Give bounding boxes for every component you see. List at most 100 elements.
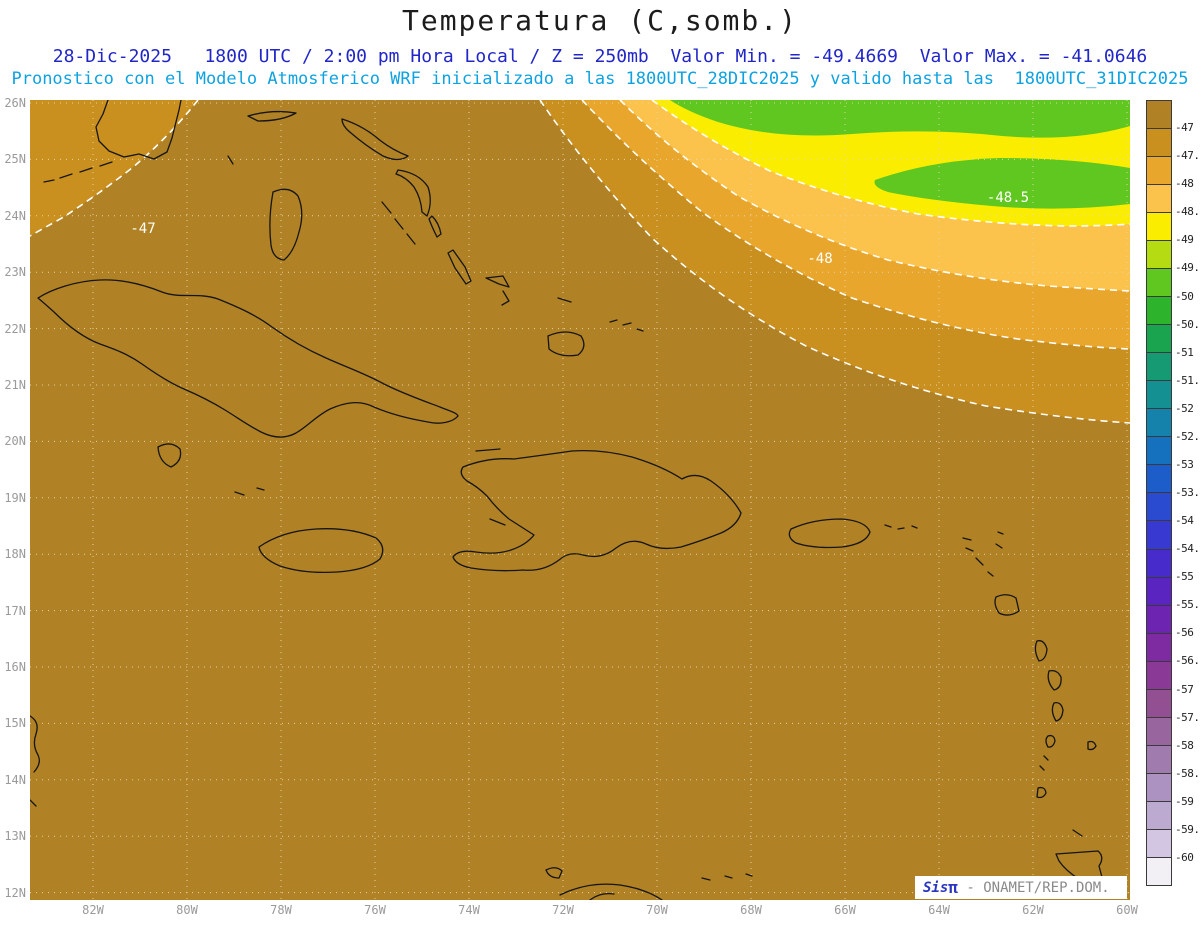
colorbar-cell bbox=[1147, 549, 1171, 578]
lat-tick-label: 22N bbox=[4, 321, 26, 336]
colorbar-cell bbox=[1147, 241, 1171, 270]
coastline-long-island bbox=[447, 249, 472, 285]
contour-neg47-5 bbox=[581, 100, 1130, 350]
colorbar-cell bbox=[1147, 801, 1171, 830]
coastline-eleuthera bbox=[395, 169, 431, 217]
lon-tick-label: 62W bbox=[1022, 903, 1044, 917]
contour-labels: -47 -48 -48.5 bbox=[130, 190, 1029, 267]
lon-tick-label: 68W bbox=[740, 903, 762, 917]
lat-axis: 26N 25N 24N 23N 22N 21N 20N 19N 18N 17N 16N 15N 14N 1… bbox=[0, 0, 28, 927]
colorbar-tick-label: -58 bbox=[1175, 738, 1194, 752]
model-info-line: Pronostico con el Modelo Atmosferico WRF… bbox=[11, 69, 1189, 89]
colorbar-cell bbox=[1147, 857, 1171, 885]
coastline-st-lucia bbox=[1051, 702, 1064, 722]
lon-tick-label: 80W bbox=[176, 903, 198, 917]
watermark: Sis π - ONAMET/REP.DOM. bbox=[915, 876, 1127, 899]
lat-tick-label: 14N bbox=[4, 772, 26, 787]
lat-tick-label: 25N bbox=[4, 152, 26, 167]
lon-tick-label: 70W bbox=[646, 903, 668, 917]
colorbar-tick-label: -50.5 bbox=[1175, 317, 1200, 331]
colorbar-tick-label: -51 bbox=[1175, 345, 1194, 359]
colorbar-cell bbox=[1147, 465, 1171, 494]
region-neg47-northwest bbox=[30, 100, 198, 236]
coastline-central-america bbox=[30, 715, 40, 807]
colorbar-tick-label: -53 bbox=[1175, 457, 1194, 471]
colorbar-tick-label: -48.5 bbox=[1175, 205, 1200, 219]
lon-tick-label: 66W bbox=[834, 903, 856, 917]
coastline-tobago bbox=[1072, 829, 1083, 837]
region-green-blob bbox=[874, 158, 1130, 209]
colorbar-tick-label: -58.5 bbox=[1175, 766, 1200, 780]
colorbar-cell bbox=[1147, 213, 1171, 242]
coastline-virgin-islands bbox=[884, 524, 918, 530]
colorbar-cell bbox=[1147, 409, 1171, 438]
lon-tick-label: 64W bbox=[928, 903, 950, 917]
colorbar-cell bbox=[1147, 689, 1171, 718]
lon-tick-label: 78W bbox=[270, 903, 292, 917]
coastline-turks-caicos bbox=[609, 319, 644, 332]
lat-tick-label: 20N bbox=[4, 434, 26, 449]
lon-tick-label: 76W bbox=[364, 903, 386, 917]
lat-tick-label: 18N bbox=[4, 547, 26, 562]
page-title: Temperatura (C,somb.) bbox=[401, 4, 798, 37]
coastlines bbox=[30, 100, 1104, 900]
grid-lines bbox=[30, 100, 1130, 900]
coastline-margarita bbox=[545, 867, 563, 879]
colorbar-tick-label: -55 bbox=[1175, 570, 1194, 584]
colorbar-labels: -47 -47.5 -48 -48.5 -49 -49.5 -50 -50.5 -51 -51.5… bbox=[1175, 100, 1200, 900]
contour-neg48-5 bbox=[651, 100, 1130, 227]
colorbar-cell bbox=[1147, 157, 1171, 186]
coastline-martinique bbox=[1047, 669, 1062, 691]
lat-tick-label: 12N bbox=[4, 885, 26, 900]
colorbar-tick-label: -51.5 bbox=[1175, 373, 1200, 387]
colorbar-tick-label: -47.5 bbox=[1175, 149, 1200, 163]
colorbar-tick-label: -53.5 bbox=[1175, 486, 1200, 499]
colorbar-tick-label: -52.5 bbox=[1175, 429, 1200, 443]
colorbar-cell bbox=[1147, 129, 1171, 158]
colorbar-tick-label: -54 bbox=[1175, 514, 1194, 528]
coastline-northern-leewards bbox=[962, 531, 1004, 577]
colorbar-tick-label: -49.5 bbox=[1175, 261, 1200, 275]
colorbar bbox=[1146, 100, 1172, 886]
coastline-bimini bbox=[227, 155, 234, 165]
coastline-abaco bbox=[341, 118, 409, 161]
coastline-south-america bbox=[559, 883, 663, 900]
contour-label-neg48-5: -48.5 bbox=[987, 190, 1029, 206]
lon-tick-label: 82W bbox=[82, 903, 104, 917]
colorbar-cell bbox=[1147, 605, 1171, 634]
watermark-org: ONAMET/REP.DOM. bbox=[983, 879, 1110, 896]
map-canvas: -47 -48 -48.5 bbox=[30, 100, 1130, 900]
coastline-cayman bbox=[234, 487, 265, 496]
colorbar-tick-label: -59 bbox=[1175, 794, 1194, 808]
colorbar-tick-label: -55.5 bbox=[1175, 598, 1200, 612]
colorbar-tick-label: -49 bbox=[1175, 233, 1194, 247]
watermark-brand: Sis bbox=[923, 879, 949, 896]
contour-label-neg48: -48 bbox=[807, 251, 832, 267]
coastline-andros bbox=[269, 188, 303, 261]
colorbar-cell bbox=[1147, 297, 1171, 326]
lat-tick-label: 26N bbox=[4, 96, 26, 110]
coastline-mayaguana bbox=[557, 297, 572, 303]
region-green-strip bbox=[670, 100, 1130, 138]
colorbar-cell bbox=[1147, 745, 1171, 774]
colorbar-cell bbox=[1147, 325, 1171, 354]
lat-tick-label: 24N bbox=[4, 208, 26, 223]
contour-neg47-nw bbox=[30, 100, 199, 237]
colorbar-cell bbox=[1147, 661, 1171, 690]
colorbar-cell bbox=[1147, 269, 1171, 298]
coastline-guadeloupe bbox=[994, 594, 1020, 616]
colorbar-cell bbox=[1147, 633, 1171, 662]
coastline-barbados bbox=[1087, 740, 1097, 751]
coastline-venezuela-islets bbox=[701, 873, 753, 881]
colorbar-tick-label: -56 bbox=[1175, 626, 1194, 640]
coastline-cuba bbox=[37, 279, 459, 438]
contour-neg47-ne bbox=[539, 100, 1130, 424]
lon-tick-label: 72W bbox=[552, 903, 574, 917]
watermark-separator: - bbox=[957, 879, 984, 896]
coastline-grenada bbox=[1036, 786, 1047, 799]
colorbar-tick-label: -48 bbox=[1175, 177, 1194, 191]
coastline-st-vincent-grenadines bbox=[1039, 734, 1056, 771]
coastline-florida-keys bbox=[43, 161, 113, 183]
lat-tick-label: 19N bbox=[4, 490, 26, 505]
coastline-dominica bbox=[1034, 640, 1048, 662]
